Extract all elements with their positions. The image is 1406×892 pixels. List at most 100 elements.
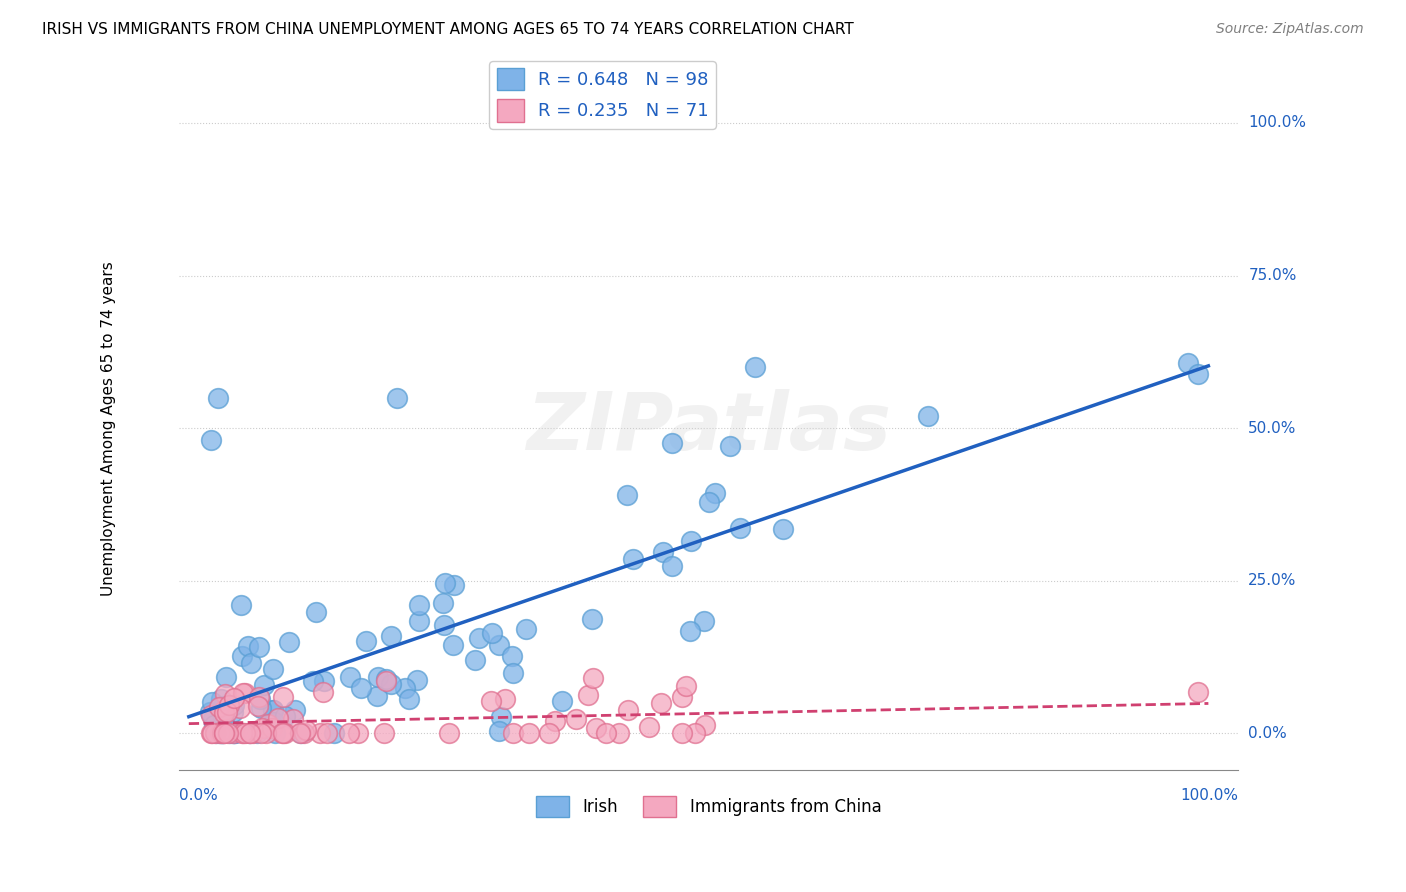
Point [432, 596, 454, 610]
Text: Unemployment Among Ages 65 to 74 years: Unemployment Among Ages 65 to 74 years [101, 260, 117, 596]
Point [917, 409, 939, 423]
Point [443, 578, 465, 592]
Point [675, 679, 697, 693]
Point [217, 705, 239, 719]
Point [595, 726, 617, 740]
Point [214, 687, 236, 701]
Point [366, 689, 388, 703]
Point [200, 705, 222, 719]
Point [488, 724, 510, 739]
Point [262, 722, 284, 736]
Point [347, 726, 370, 740]
Point [494, 692, 516, 706]
Point [441, 638, 464, 652]
Point [222, 691, 245, 706]
Point [565, 712, 588, 726]
Point [233, 686, 256, 700]
Point [350, 681, 373, 695]
Point [679, 624, 702, 638]
Point [661, 558, 683, 573]
Point [697, 494, 720, 508]
Point [651, 545, 673, 559]
Point [262, 662, 284, 676]
Point [224, 698, 246, 712]
Point [1187, 367, 1209, 381]
Point [214, 706, 236, 720]
Point [231, 726, 253, 740]
Point [212, 699, 235, 714]
Point [240, 656, 263, 670]
Point [671, 690, 693, 704]
Point [433, 617, 456, 632]
Point [408, 614, 430, 628]
Text: IRISH VS IMMIGRANTS FROM CHINA UNEMPLOYMENT AMONG AGES 65 TO 74 YEARS CORRELATIO: IRISH VS IMMIGRANTS FROM CHINA UNEMPLOYM… [42, 22, 853, 37]
Text: 25.0%: 25.0% [1249, 574, 1296, 589]
Point [290, 726, 312, 740]
Point [242, 726, 264, 740]
Point [337, 726, 360, 740]
Text: ZIPatlas: ZIPatlas [526, 389, 891, 467]
Point [212, 703, 235, 717]
Point [284, 703, 307, 717]
Point [479, 694, 502, 708]
Point [273, 690, 295, 704]
Point [200, 707, 222, 722]
Point [264, 726, 287, 740]
Point [772, 522, 794, 536]
Point [544, 714, 567, 729]
Point [292, 726, 315, 740]
Point [252, 721, 274, 735]
Point [207, 391, 229, 405]
Point [217, 726, 239, 740]
Text: 75.0%: 75.0% [1249, 268, 1296, 283]
Point [201, 726, 224, 740]
Point [576, 688, 599, 702]
Point [209, 691, 232, 706]
Point [302, 673, 325, 688]
Point [621, 551, 644, 566]
Point [367, 670, 389, 684]
Legend: Irish, Immigrants from China: Irish, Immigrants from China [529, 789, 889, 823]
Point [551, 694, 574, 708]
Point [380, 630, 402, 644]
Point [356, 634, 378, 648]
Point [671, 726, 693, 740]
Point [314, 674, 336, 689]
Text: Source: ZipAtlas.com: Source: ZipAtlas.com [1216, 22, 1364, 37]
Point [208, 726, 231, 740]
Point [315, 726, 337, 740]
Point [267, 711, 290, 725]
Point [1177, 355, 1199, 369]
Point [229, 598, 252, 612]
Point [464, 653, 486, 667]
Point [239, 726, 262, 740]
Point [375, 673, 398, 688]
Point [250, 726, 273, 740]
Text: 100.0%: 100.0% [1249, 115, 1306, 130]
Point [437, 726, 460, 740]
Point [205, 726, 228, 740]
Point [679, 534, 702, 549]
Point [214, 670, 236, 684]
Point [278, 635, 301, 649]
Point [260, 716, 283, 731]
Point [703, 485, 725, 500]
Point [222, 726, 245, 740]
Point [254, 726, 277, 740]
Point [394, 681, 416, 695]
Point [262, 703, 284, 717]
Point [502, 666, 524, 681]
Point [218, 698, 240, 713]
Point [274, 709, 297, 723]
Point [581, 612, 603, 626]
Point [214, 715, 236, 730]
Point [616, 488, 638, 502]
Point [238, 640, 260, 654]
Point [233, 726, 256, 740]
Point [515, 622, 537, 636]
Point [538, 726, 561, 740]
Point [263, 715, 285, 730]
Point [481, 625, 503, 640]
Point [398, 692, 420, 706]
Point [208, 700, 231, 714]
